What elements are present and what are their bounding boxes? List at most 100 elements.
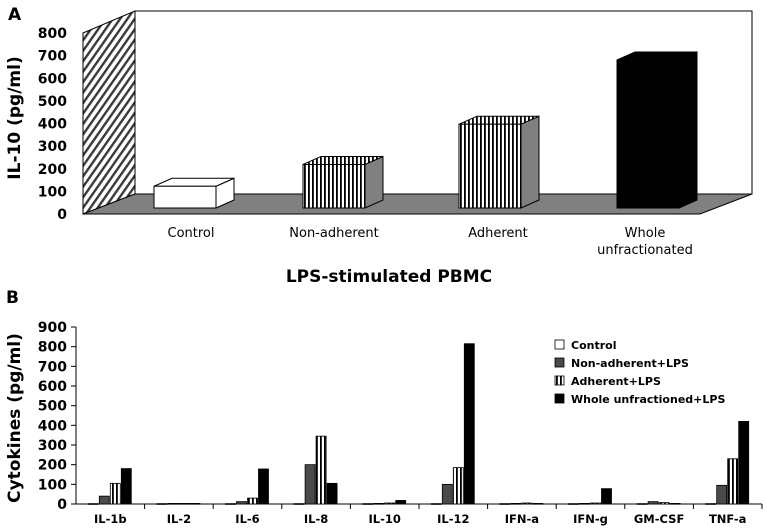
- chart-a-y-tick-label: 300: [38, 139, 67, 155]
- chart-b-category-label: GM-CSF: [634, 512, 684, 526]
- chart-b-category-label: IL-6: [235, 512, 259, 526]
- chart-a-bar: [153, 177, 235, 209]
- chart-b-legend: Control Non-adherent+LPS Adherent+LPS Whole…: [554, 339, 725, 406]
- chart-b-bar: [109, 482, 121, 505]
- chart-b-bar: [98, 495, 110, 505]
- chart-b-category-label: TNF-a: [709, 512, 747, 526]
- chart-a-bar-side: [364, 155, 384, 209]
- chart-b-bar: [430, 503, 442, 505]
- chart-b-bar: [716, 484, 728, 505]
- chart-b-bar: [727, 458, 739, 505]
- chart-b-bar: [373, 503, 385, 505]
- chart-a-y-axis-title: IL-10 (pg/ml): [5, 56, 25, 179]
- chart-a-bar-front: [153, 185, 217, 209]
- chart-b-bar: [189, 503, 201, 505]
- panel-label-b: B: [6, 288, 19, 308]
- chart-a-y-tick-label: 500: [38, 94, 67, 110]
- chart-b-bar: [441, 483, 453, 505]
- chart-b-y-tick-label: 700: [38, 359, 67, 375]
- chart-a-category-label: Control: [168, 226, 215, 241]
- chart-b-category-label: IL-10: [369, 512, 401, 526]
- chart-a-category-label: Non-adherent: [289, 226, 378, 241]
- chart-b-bar: [647, 501, 659, 505]
- chart-b-category-label: IL-2: [167, 512, 191, 526]
- chart-a-y-tick-label: 0: [57, 207, 67, 223]
- chart-b-legend-swatch: [554, 393, 565, 404]
- chart-b-bar: [258, 468, 269, 505]
- chart-b-y-axis-title: Cytokines (pg/ml): [5, 333, 25, 503]
- chart-b-legend-swatch: [554, 357, 565, 368]
- chart-b-bar: [658, 502, 670, 505]
- chart-b-bar: [87, 503, 99, 505]
- chart-b-bar: [225, 503, 236, 505]
- chart-b-bar: [705, 503, 717, 505]
- chart-b-bar: [463, 343, 475, 505]
- chart-b-bar: [167, 503, 179, 505]
- chart-b-bar: [326, 482, 338, 505]
- chart-b-bar: [395, 500, 407, 505]
- chart-a-floor: [82, 193, 753, 215]
- chart-b-bar: [636, 503, 648, 505]
- chart-b-y-tick-label: 900: [38, 320, 67, 336]
- chart-b-category-label: IL-8: [304, 512, 328, 526]
- chart-b-bar: [120, 468, 132, 505]
- chart-b-category-label: IL-1b: [94, 512, 127, 526]
- chart-a-bar-front: [458, 123, 522, 209]
- chart-b-bar: [293, 503, 305, 505]
- chart-b-legend-swatch: [554, 339, 565, 350]
- chart-a-y-tick-label: 100: [38, 184, 67, 200]
- chart-b-bar: [521, 502, 533, 505]
- panel-label-a: A: [8, 5, 22, 25]
- chart-b-y-tick-label: 800: [38, 340, 67, 356]
- chart-b-bar: [532, 503, 544, 505]
- chart-b-y-tick-label: 200: [38, 458, 67, 474]
- chart-a-bar: [616, 51, 698, 209]
- chart-a-bar: [302, 155, 384, 209]
- chart-a-y-tick-label: 200: [38, 162, 67, 178]
- chart-b-bar: [579, 503, 590, 505]
- chart-b-legend-label: Control: [571, 339, 616, 352]
- chart-b-bar: [568, 503, 579, 505]
- chart-a-y-tick-label: 600: [38, 71, 67, 87]
- chart-a-side-wall: [82, 10, 136, 215]
- chart-b-y-tick-label: 100: [38, 477, 67, 493]
- chart-b-y-tick-label: 600: [38, 379, 67, 395]
- chart-a-bar: [458, 115, 540, 209]
- chart-b-bar: [499, 503, 511, 505]
- chart-b-bar: [669, 503, 681, 505]
- chart-a-y-tick-label: 700: [38, 49, 67, 65]
- chart-b-y-tick-label: 400: [38, 418, 67, 434]
- chart-a-bar-side: [678, 51, 698, 209]
- chart-a-y-tick-label: 400: [38, 117, 67, 133]
- chart-a-bar-side: [520, 115, 540, 209]
- chart-b-bar: [304, 464, 316, 505]
- chart-b-bar: [362, 503, 374, 505]
- chart-b-category-label: IFN-g: [573, 512, 608, 526]
- chart-b-legend-label: Adherent+LPS: [571, 375, 661, 388]
- chart-a-bar-front: [302, 163, 366, 209]
- chart-b-legend-label: Non-adherent+LPS: [571, 357, 689, 370]
- chart-b-bar: [315, 435, 327, 505]
- chart-b-y-tick-label: 500: [38, 399, 67, 415]
- chart-a-bar-front: [616, 59, 680, 209]
- chart-b-bar: [156, 503, 168, 505]
- chart-b-bar: [452, 467, 464, 505]
- chart-a-x-axis-title: LPS-stimulated PBMC: [286, 267, 492, 287]
- chart-b-bar: [247, 497, 258, 505]
- chart-b-category-label: IL-12: [437, 512, 469, 526]
- chart-b-bar: [384, 502, 396, 505]
- chart-a-category-label: Whole unfractionated: [597, 226, 693, 258]
- chart-b-bar: [590, 502, 601, 505]
- chart-b-bar: [178, 503, 190, 505]
- chart-b-bar: [601, 488, 612, 505]
- chart-a-y-tick-label: 800: [38, 26, 67, 42]
- chart-b-bar: [738, 420, 750, 505]
- chart-b-category-label: IFN-a: [505, 512, 539, 526]
- chart-b-legend-label: Whole unfractioned+LPS: [571, 393, 725, 406]
- chart-a-category-label: Adherent: [468, 226, 528, 241]
- chart-b-y-tick-label: 0: [57, 497, 67, 513]
- chart-b-legend-swatch: [554, 375, 565, 386]
- chart-b-y-tick-label: 300: [38, 438, 67, 454]
